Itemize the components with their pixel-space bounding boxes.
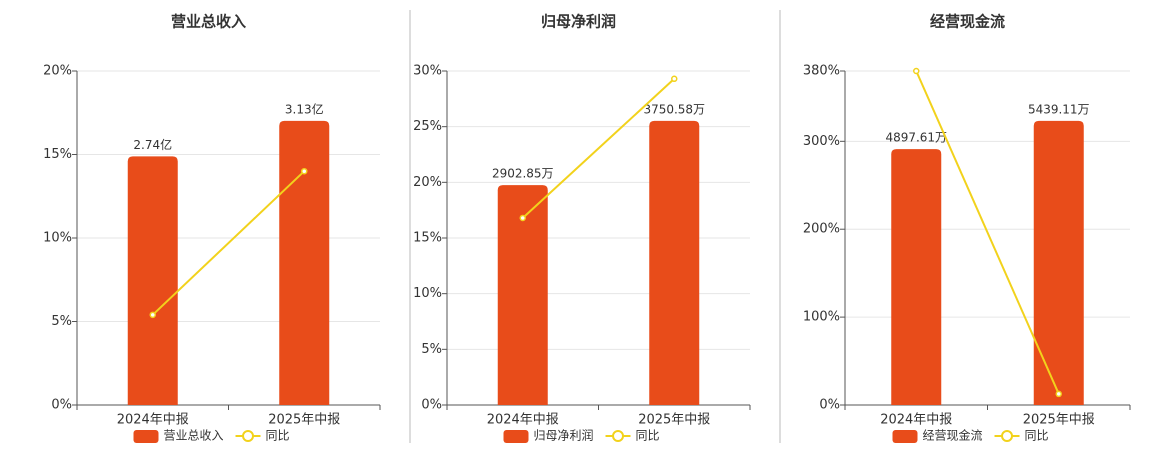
chart-title: 归母净利润 (541, 13, 616, 31)
y-tick-label: 10% (43, 231, 72, 246)
value-label: 2902.85万 (492, 167, 554, 181)
chart-title: 经营现金流 (930, 13, 1005, 31)
line-point (149, 311, 156, 319)
value-label: 2.74亿 (133, 137, 172, 152)
line (152, 170, 305, 316)
line-point (1055, 390, 1062, 398)
x-tick-label: 2024年中报 (880, 413, 952, 428)
bar (127, 156, 178, 405)
y-tick-label: 300% (803, 134, 840, 149)
bar (279, 120, 330, 405)
x-tick-label: 2024年中报 (117, 413, 189, 428)
legend-label: 同比 (266, 429, 290, 443)
x-tick-label: 2024年中报 (487, 413, 559, 428)
legend-dot (1001, 430, 1014, 442)
line-point (301, 167, 308, 175)
y-tick-label: 25% (413, 119, 442, 134)
value-label: 3.13亿 (285, 101, 324, 116)
y-tick-label: 380% (803, 64, 840, 79)
chart-title: 营业总收入 (171, 13, 246, 31)
y-tick-label: 100% (803, 310, 840, 325)
value-label: 5439.11万 (1028, 102, 1090, 116)
legend-dot (242, 430, 255, 442)
legend-swatch (892, 430, 918, 443)
legend-label: 经营现金流 (923, 428, 983, 443)
line (915, 70, 1060, 395)
x-tick-label: 2025年中报 (268, 413, 340, 428)
y-tick-label: 10% (413, 286, 442, 301)
line-point (913, 67, 920, 75)
value-label: 4897.61万 (885, 131, 947, 145)
y-tick-label: 20% (43, 64, 72, 79)
legend-swatch (503, 430, 529, 443)
y-tick-label: 0% (421, 398, 442, 413)
legend-label: 同比 (1025, 429, 1049, 443)
legend-swatch (133, 430, 159, 443)
y-tick-label: 15% (43, 147, 72, 162)
line-point (519, 214, 526, 222)
legend-label: 营业总收入 (164, 429, 224, 443)
y-tick-label: 5% (51, 314, 72, 329)
value-label: 3750.58万 (643, 102, 705, 116)
y-tick-label: 20% (413, 175, 442, 190)
x-tick-label: 2025年中报 (638, 413, 710, 428)
y-tick-label: 15% (413, 231, 442, 246)
y-tick-label: 5% (421, 342, 442, 357)
bar (891, 149, 942, 405)
line-point (671, 75, 678, 83)
legend-label: 同比 (636, 429, 660, 443)
bar (1033, 120, 1084, 406)
line (522, 78, 675, 219)
bar (649, 120, 700, 405)
bar (497, 185, 548, 405)
legend-dot (612, 430, 625, 442)
y-tick-label: 200% (803, 222, 840, 237)
y-tick-label: 0% (819, 398, 840, 413)
y-tick-label: 0% (51, 398, 72, 413)
y-tick-label: 30% (413, 64, 442, 79)
x-tick-label: 2025年中报 (1023, 413, 1095, 428)
legend-label: 归母净利润 (534, 429, 594, 443)
